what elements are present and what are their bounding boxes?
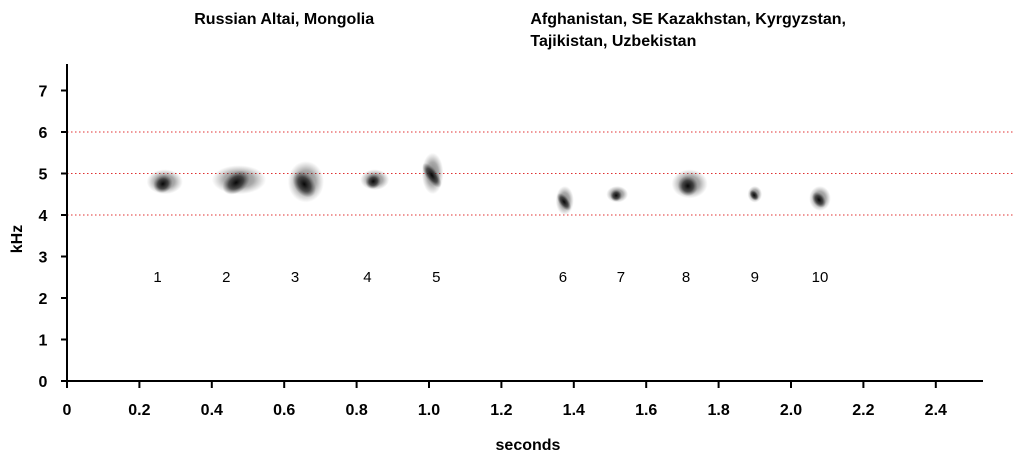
y-tick-label: 3 xyxy=(39,250,48,267)
note-label: 5 xyxy=(432,269,440,286)
x-tick-label: 1.2 xyxy=(490,402,512,419)
x-tick-label: 0.6 xyxy=(273,402,295,419)
region-titles: Russian Altai, Mongolia Afghanistan, SE K… xyxy=(194,11,846,50)
x-axis-ticks: 0 0.2 0.4 0.6 0.8 1.0 1.2 1.4 1.6 1.8 2.0 2.2 2.4 xyxy=(63,381,947,419)
note-mark xyxy=(606,185,629,203)
y-tick-label: 4 xyxy=(39,208,48,225)
note-label: 7 xyxy=(617,269,625,286)
y-axis-ticks: 0 1 2 3 4 5 6 7 xyxy=(39,84,67,391)
x-tick-label: 0.8 xyxy=(345,402,367,419)
y-tick-label: 0 xyxy=(39,374,48,391)
note-label: 6 xyxy=(559,269,567,286)
note-label: 9 xyxy=(751,269,759,286)
note-mark xyxy=(287,161,325,203)
note-label: 8 xyxy=(682,269,690,286)
x-tick-label: 1.8 xyxy=(707,402,729,419)
x-tick-label: 0 xyxy=(63,402,72,419)
note-label: 3 xyxy=(291,269,299,286)
note-mark xyxy=(146,169,183,195)
note-mark xyxy=(211,165,267,195)
note-mark xyxy=(809,185,831,211)
note-label: 10 xyxy=(812,269,829,286)
reference-lines xyxy=(67,131,1015,216)
x-tick-label: 1.6 xyxy=(635,402,657,419)
y-tick-label: 2 xyxy=(39,291,48,308)
y-axis-title: kHz xyxy=(9,225,26,253)
y-tick-label: 7 xyxy=(39,84,48,101)
x-axis-title: seconds xyxy=(496,437,561,454)
note-mark xyxy=(360,169,390,191)
note-labels: 1 2 3 4 5 6 7 8 9 10 xyxy=(153,269,828,286)
note-marks xyxy=(146,152,831,216)
region-title: Russian Altai, Mongolia xyxy=(194,11,374,28)
y-tick-label: 1 xyxy=(39,333,48,350)
x-tick-label: 0.4 xyxy=(201,402,223,419)
x-tick-label: 2.0 xyxy=(780,402,802,419)
y-tick-label: 5 xyxy=(39,167,48,184)
x-tick-label: 1.4 xyxy=(563,402,585,419)
region-title-line: Tajikistan, Uzbekistan xyxy=(530,33,696,50)
x-tick-label: 1.0 xyxy=(418,402,440,419)
region-title-line: Afghanistan, SE Kazakhstan, Kyrgyzstan, xyxy=(530,11,846,28)
note-mark xyxy=(421,152,444,195)
x-tick-label: 0.2 xyxy=(128,402,150,419)
note-mark xyxy=(747,185,763,203)
note-label: 1 xyxy=(153,269,161,286)
note-label: 2 xyxy=(222,269,230,286)
x-tick-label: 2.2 xyxy=(852,402,874,419)
x-tick-label: 2.4 xyxy=(925,402,947,419)
note-mark xyxy=(555,185,574,216)
y-tick-label: 6 xyxy=(39,125,48,142)
note-mark xyxy=(671,169,708,199)
note-label: 4 xyxy=(363,269,371,286)
